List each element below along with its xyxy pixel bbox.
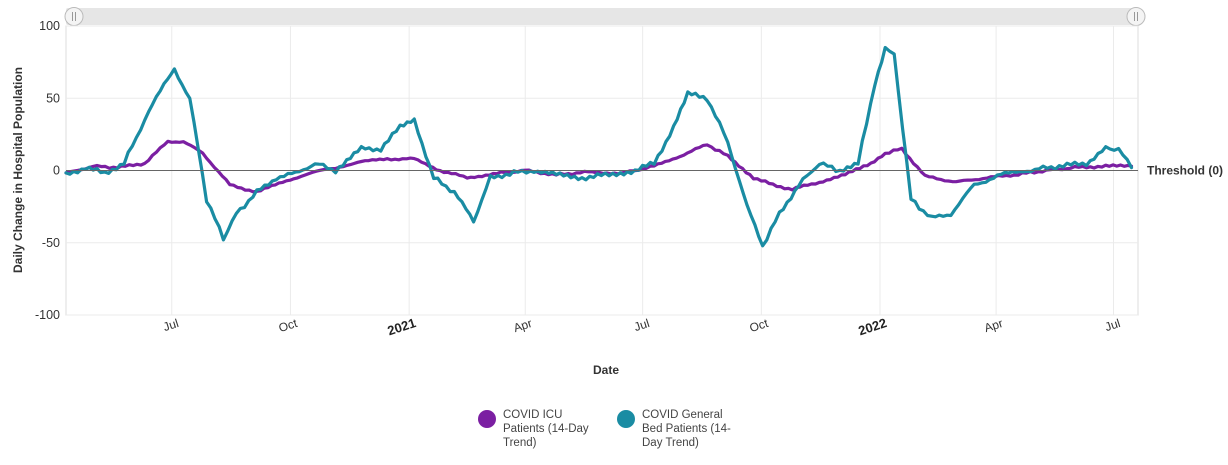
- legend-item-general-bed[interactable]: COVID General Bed Patients (14-Day Trend…: [617, 408, 742, 450]
- x-tick-label: Apr: [512, 316, 534, 335]
- x-tick-label: Apr: [983, 316, 1005, 335]
- x-tick-label: Jul: [1103, 316, 1122, 334]
- x-tick-label: 2021: [386, 315, 418, 338]
- legend-marker-general-bed: [617, 410, 635, 428]
- legend-marker-icu: [478, 410, 496, 428]
- x-axis-title: Date: [593, 363, 619, 377]
- x-tick-label: Oct: [748, 316, 771, 335]
- x-tick-label: Jul: [632, 316, 651, 334]
- y-tick-label: 100: [39, 19, 60, 33]
- series-line-general-bed: [64, 45, 1134, 248]
- y-axis-title: Daily Change in Hospital Population: [11, 67, 25, 273]
- y-tick-label: 50: [46, 91, 60, 105]
- x-tick-label: Oct: [277, 316, 300, 335]
- legend-label-general-bed: COVID General Bed Patients (14-Day Trend…: [642, 409, 731, 449]
- navigator-handle-right[interactable]: [1126, 7, 1146, 26]
- navigator-track: [66, 8, 1138, 25]
- series-line-icu: [64, 139, 1134, 194]
- y-tick-label: -100: [35, 308, 60, 322]
- y-tick-label: -50: [42, 236, 60, 250]
- threshold-label: Threshold (0): [1147, 164, 1223, 178]
- x-tick-label: 2022: [856, 315, 888, 338]
- legend-item-icu[interactable]: COVID ICU Patients (14-Day Trend): [478, 408, 603, 450]
- x-tick-label: Jul: [161, 316, 180, 334]
- y-tick-label: 0: [53, 164, 60, 178]
- chart-legend: COVID ICU Patients (14-Day Trend) COVID …: [478, 408, 742, 450]
- navigator-handle-left[interactable]: [64, 7, 84, 26]
- legend-label-icu: COVID ICU Patients (14-Day Trend): [503, 409, 589, 449]
